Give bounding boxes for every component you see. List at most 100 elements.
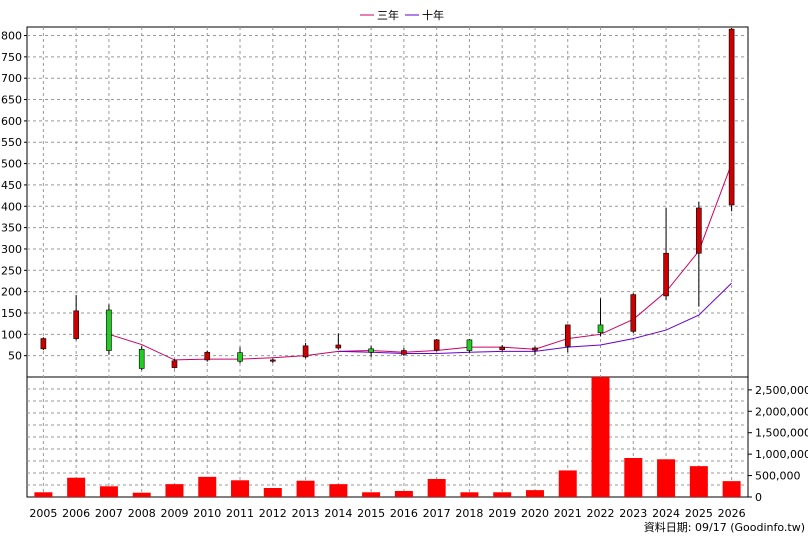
candle: [466, 339, 473, 353]
price-tick-label: 250: [1, 264, 22, 277]
candle: [532, 346, 538, 356]
price-tick-label: 200: [1, 286, 22, 299]
candle: [237, 347, 243, 364]
candle: [564, 324, 571, 353]
candle: [663, 207, 669, 301]
volume-bar: [460, 492, 479, 497]
volume-tick-label: 2,500,000: [755, 384, 808, 397]
price-tick-label: 700: [1, 72, 22, 85]
price-tick-label: 50: [8, 350, 22, 363]
candle: [597, 298, 604, 337]
price-tick-label: 800: [1, 30, 22, 43]
candle-body: [597, 324, 604, 333]
candle: [696, 202, 702, 307]
candle: [269, 358, 276, 363]
year-tick-label: 2021: [554, 507, 582, 520]
year-tick-label: 2023: [619, 507, 647, 520]
year-tick-label: 2015: [357, 507, 385, 520]
volume-tick-label: 500,000: [755, 470, 801, 483]
volume-axis: 0 500,000 1,000,000 1,500,000 2,000,000 2,500…: [748, 384, 808, 504]
year-tick-label: 2007: [95, 507, 123, 520]
year-tick-label: 2012: [259, 507, 287, 520]
price-tick-label: 600: [1, 115, 22, 128]
volume-bar: [525, 490, 544, 497]
candle: [499, 344, 506, 352]
volume-bar: [231, 480, 250, 497]
volume-bar: [624, 458, 643, 497]
legend-label-ten-year: 十年: [422, 8, 444, 22]
volume-bar: [296, 480, 315, 497]
legend: 三年 十年: [360, 8, 444, 22]
candle: [204, 350, 211, 362]
year-axis: 2005 2006 2007 2008 2009 2010 2011 2012 2013 2014…: [29, 507, 745, 520]
volume-bar: [689, 466, 708, 497]
price-tick-label: 650: [1, 94, 22, 107]
volume-bar: [34, 492, 53, 497]
candle: [433, 339, 440, 352]
candle: [728, 27, 735, 212]
year-tick-label: 2013: [292, 507, 320, 520]
candle-body: [40, 338, 47, 350]
year-tick-label: 2026: [718, 507, 746, 520]
year-tick-label: 2025: [685, 507, 713, 520]
year-tick-label: 2005: [29, 507, 57, 520]
candle: [630, 293, 637, 334]
candle-body: [564, 324, 571, 347]
candle-body: [728, 28, 735, 206]
price-tick-label: 450: [1, 179, 22, 192]
candle-body: [401, 350, 407, 355]
year-tick-label: 2018: [455, 507, 483, 520]
data-source-label: 資料日期: 09/17 (Goodinfo.tw): [644, 520, 805, 534]
year-tick-label: 2009: [160, 507, 188, 520]
candle-body: [663, 252, 669, 297]
price-tick-label: 100: [1, 328, 22, 341]
volume-tick-label: 1,500,000: [755, 427, 808, 440]
candle: [40, 337, 47, 351]
candle: [171, 359, 178, 369]
candle: [73, 295, 79, 341]
price-tick-label: 500: [1, 158, 22, 171]
year-tick-label: 2014: [324, 507, 352, 520]
price-tick-label: 300: [1, 243, 22, 256]
volume-bar: [427, 479, 446, 497]
price-axis: 50 100 150 200 250 300 350 400 450 500 550 600 650 70…: [1, 30, 27, 363]
candle-body: [368, 348, 374, 353]
price-tick-label: 150: [1, 307, 22, 320]
year-tick-label: 2006: [62, 507, 90, 520]
volume-bar: [198, 476, 217, 497]
grid: [27, 27, 748, 497]
candle: [106, 304, 112, 355]
year-tick-label: 2024: [652, 507, 680, 520]
year-tick-label: 2017: [423, 507, 451, 520]
year-tick-label: 2008: [128, 507, 156, 520]
year-tick-label: 2010: [193, 507, 221, 520]
volume-bars: [34, 377, 741, 497]
candle: [302, 342, 309, 359]
volume-bar: [493, 492, 512, 497]
candle-body: [696, 207, 702, 254]
candle: [401, 347, 407, 357]
volume-bar: [657, 459, 676, 497]
volume-bar: [722, 481, 741, 497]
candle: [138, 346, 145, 371]
price-panel-frame: [26, 26, 749, 378]
volume-bar: [165, 484, 184, 497]
candle-body: [532, 347, 538, 351]
price-tick-label: 550: [1, 136, 22, 149]
year-tick-label: 2020: [521, 507, 549, 520]
price-tick-label: 350: [1, 222, 22, 235]
candlesticks: [40, 27, 735, 371]
volume-tick-label: 2,000,000: [755, 405, 808, 418]
candle-body: [630, 294, 637, 332]
price-tick-label: 750: [1, 51, 22, 64]
volume-bar: [558, 470, 577, 497]
year-tick-label: 2019: [488, 507, 516, 520]
candle-body: [269, 359, 276, 362]
volume-bar: [99, 486, 118, 497]
candle-body: [335, 344, 342, 349]
candle-body: [466, 339, 473, 351]
year-tick-label: 2011: [226, 507, 254, 520]
volume-bar: [591, 377, 610, 497]
candle-body: [302, 345, 309, 358]
